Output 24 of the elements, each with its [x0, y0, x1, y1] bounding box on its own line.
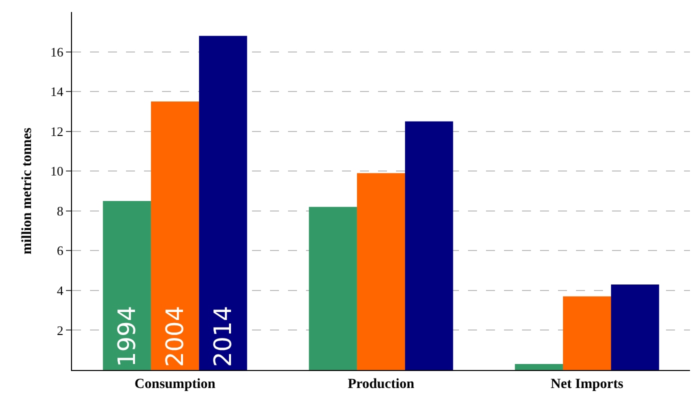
y-axis-title: million metric tonnes	[20, 127, 35, 254]
bar	[356, 173, 406, 370]
y-tick-label: 6	[56, 243, 64, 258]
y-tick-label: 4	[56, 282, 64, 298]
bar	[102, 200, 151, 370]
y-tick-label: 8	[56, 203, 64, 218]
bar	[308, 206, 357, 370]
series-label: 1994	[112, 306, 141, 367]
bar	[405, 121, 454, 370]
bar	[199, 36, 248, 370]
y-tick-label: 14	[50, 84, 64, 100]
x-tick-label: Net Imports	[550, 376, 624, 392]
bar	[514, 364, 563, 370]
y-tick-label: 10	[50, 164, 64, 179]
bar	[611, 284, 660, 370]
bar	[562, 296, 612, 370]
y-tick-label: 16	[50, 44, 64, 60]
x-tick-label: Production	[348, 376, 415, 392]
y-tick-label: 12	[50, 124, 64, 139]
series-label: 2014	[209, 306, 238, 367]
bar	[150, 102, 200, 370]
x-tick-label: Consumption	[134, 376, 216, 392]
y-tick-label: 2	[56, 322, 64, 338]
series-label: 2004	[161, 306, 189, 367]
